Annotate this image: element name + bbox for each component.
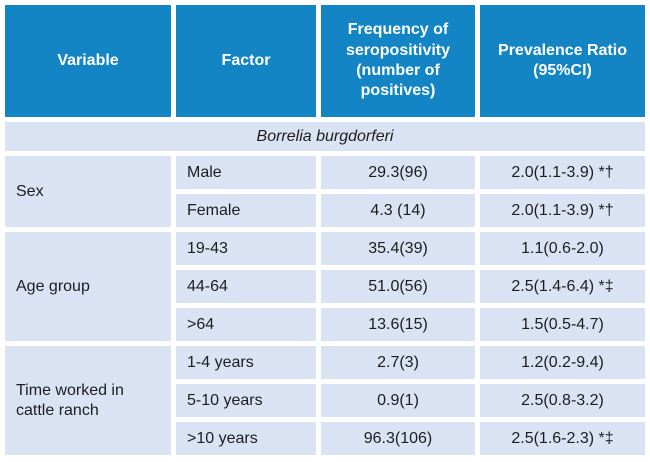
table-row: >10 years 96.3(106) 2.5(1.6-2.3) *‡ [5, 422, 645, 455]
prevalence-ratio-cell: 2.5(0.8-3.2) [480, 384, 645, 417]
table-row: 44-64 51.0(56) 2.5(1.4-6.4) *‡ [5, 270, 645, 303]
variable-cell-age-group: Age group [5, 232, 171, 341]
section-label: Borrelia burgdorferi [5, 122, 645, 151]
factor-cell: 19-43 [176, 232, 316, 265]
frequency-cell: 96.3(106) [321, 422, 475, 455]
table-row: 5-10 years 0.9(1) 2.5(0.8-3.2) [5, 384, 645, 417]
header-cell-frequency: Frequency of seropositivity (number of p… [321, 5, 475, 117]
factor-cell: 5-10 years [176, 384, 316, 417]
prevalence-ratio-cell: 1.5(0.5-4.7) [480, 308, 645, 341]
frequency-cell: 13.6(15) [321, 308, 475, 341]
header-cell-prevalence-ratio: Prevalence Ratio (95%CI) [480, 5, 645, 117]
factor-cell: >64 [176, 308, 316, 341]
frequency-cell: 35.4(39) [321, 232, 475, 265]
factor-cell: 1-4 years [176, 346, 316, 379]
section-row: Borrelia burgdorferi [5, 122, 645, 151]
table-header-row: Variable Factor Frequency of seropositiv… [5, 5, 645, 117]
table-row: Time worked in cattle ranch 1-4 years 2.… [5, 346, 645, 455]
prevalence-ratio-cell: 2.5(1.6-2.3) *‡ [480, 422, 645, 455]
frequency-cell: 4.3 (14) [321, 194, 475, 227]
prevalence-ratio-cell: 1.2(0.2-9.4) [480, 346, 645, 379]
prevalence-ratio-cell: 2.0(1.1-3.9) *† [480, 156, 645, 189]
frequency-cell: 2.7(3) [321, 346, 475, 379]
frequency-cell: 29.3(96) [321, 156, 475, 189]
variable-cell-sex: Sex [5, 156, 171, 227]
table-row: Age group 19-43 35.4(39) 1.1(0.6-2.0) [5, 232, 645, 341]
factor-cell: Female [176, 194, 316, 227]
prevalence-ratio-cell: 1.1(0.6-2.0) [480, 232, 645, 265]
header-cell-factor: Factor [176, 5, 316, 117]
factor-cell: 44-64 [176, 270, 316, 303]
header-cell-variable: Variable [5, 5, 171, 117]
prevalence-ratio-cell: 2.5(1.4-6.4) *‡ [480, 270, 645, 303]
frequency-cell: 51.0(56) [321, 270, 475, 303]
table-row: Female 4.3 (14) 2.0(1.1-3.9) *† [5, 194, 645, 227]
table-row: >64 13.6(15) 1.5(0.5-4.7) [5, 308, 645, 341]
factor-cell: >10 years [176, 422, 316, 455]
variable-cell-time-worked: Time worked in cattle ranch [5, 346, 171, 455]
table-row: Sex Male 29.3(96) 2.0(1.1-3.9) *† [5, 156, 645, 227]
factor-cell: Male [176, 156, 316, 189]
prevalence-ratio-cell: 2.0(1.1-3.9) *† [480, 194, 645, 227]
frequency-cell: 0.9(1) [321, 384, 475, 417]
